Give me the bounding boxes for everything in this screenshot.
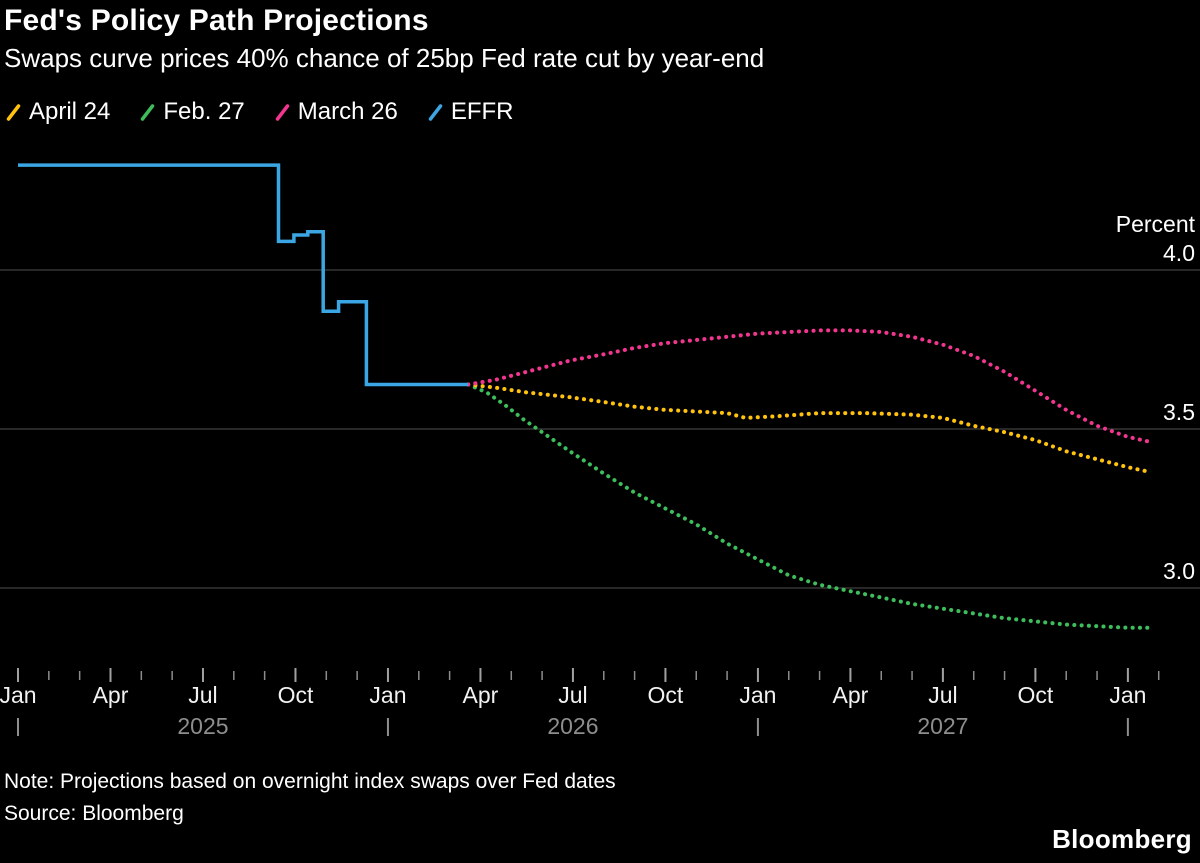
x-tick-label: Oct bbox=[278, 682, 314, 708]
legend-label: March 26 bbox=[297, 98, 398, 125]
year-label: 2026 bbox=[547, 713, 598, 739]
legend: April 24 Feb. 27 March 26 EFFR bbox=[6, 98, 513, 126]
y-tick-label: 4.0 bbox=[1163, 240, 1195, 266]
x-tick-label: Jul bbox=[928, 682, 957, 708]
y-axis-title: Percent bbox=[1116, 211, 1196, 237]
x-tick-label: Apr bbox=[93, 682, 129, 708]
y-tick-label: 3.5 bbox=[1163, 399, 1195, 425]
bloomberg-logo: Bloomberg bbox=[1052, 824, 1192, 854]
legend-marker-icon bbox=[275, 103, 290, 121]
x-tick-label: Jul bbox=[558, 682, 587, 708]
chart-source: Source: Bloomberg bbox=[4, 802, 184, 825]
chart-note: Note: Projections based on overnight ind… bbox=[4, 770, 616, 793]
chart-subtitle: Swaps curve prices 40% chance of 25bp Fe… bbox=[4, 43, 765, 73]
x-tick-label: Jan bbox=[0, 682, 37, 708]
legend-marker-icon bbox=[6, 103, 21, 121]
legend-label: April 24 bbox=[29, 98, 111, 125]
legend-marker-icon bbox=[141, 103, 155, 121]
series-feb-27 bbox=[466, 382, 1152, 630]
x-tick-label: Oct bbox=[1017, 682, 1053, 708]
x-tick-label: Jan bbox=[1109, 682, 1146, 708]
chart-title: Fed's Policy Path Projections bbox=[4, 4, 429, 37]
legend-item-feb-27: Feb. 27 bbox=[140, 98, 245, 126]
x-tick-label: Jul bbox=[188, 682, 217, 708]
legend-item-effr: EFFR bbox=[428, 98, 514, 126]
series-effr bbox=[18, 163, 469, 387]
y-tick-label: 3.0 bbox=[1163, 558, 1195, 584]
x-tick-label: Jan bbox=[739, 682, 776, 708]
legend-marker-icon bbox=[428, 103, 443, 121]
x-tick-label: Oct bbox=[648, 682, 684, 708]
x-tick-label: Apr bbox=[833, 682, 869, 708]
legend-label: EFFR bbox=[450, 98, 514, 125]
x-tick-label: Apr bbox=[463, 682, 499, 708]
year-label: 2025 bbox=[177, 713, 228, 739]
x-tick-label: Jan bbox=[369, 682, 406, 708]
legend-item-april-24: April 24 bbox=[6, 98, 110, 126]
legend-item-march-26: March 26 bbox=[275, 98, 398, 126]
year-label: 2027 bbox=[917, 713, 968, 739]
legend-label: Feb. 27 bbox=[163, 98, 245, 125]
series-march-26 bbox=[466, 328, 1152, 444]
chart-plot-area: 4.0 3.5 3.0 Percent Jan Apr Jul Oct Jan Apr Jul Oct… bbox=[0, 163, 1200, 739]
